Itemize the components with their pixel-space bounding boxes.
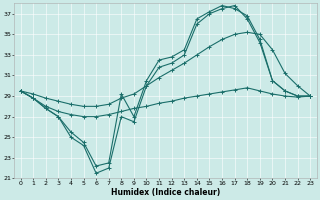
- X-axis label: Humidex (Indice chaleur): Humidex (Indice chaleur): [111, 188, 220, 197]
